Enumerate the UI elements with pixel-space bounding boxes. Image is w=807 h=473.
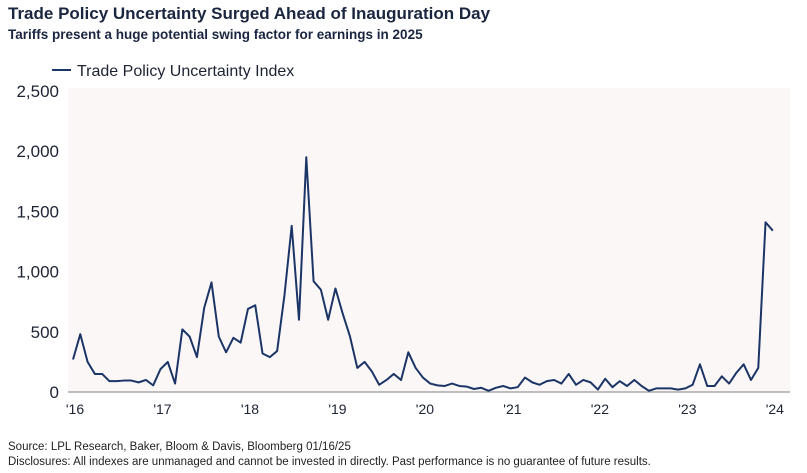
y-tick-label: 1,500	[16, 202, 59, 221]
y-tick-label: 2,500	[16, 82, 59, 101]
chart-subtitle: Tariffs present a huge potential swing f…	[8, 27, 423, 42]
chart-title: Trade Policy Uncertainty Surged Ahead of…	[8, 4, 491, 23]
x-tick-label: '18	[241, 401, 259, 417]
x-tick-label: '24	[766, 401, 784, 417]
x-tick-label: '21	[503, 401, 521, 417]
y-tick-label: 1,000	[16, 263, 59, 282]
x-tick-label: '22	[591, 401, 609, 417]
y-tick-label: 0	[50, 383, 59, 402]
y-tick-label: 500	[31, 323, 59, 342]
source-note: Source: LPL Research, Baker, Bloom & Dav…	[8, 441, 351, 453]
x-tick-label: '20	[416, 401, 434, 417]
x-tick-label: '23	[678, 401, 696, 417]
plot-area	[68, 88, 790, 392]
legend-label: Trade Policy Uncertainty Index	[77, 63, 294, 80]
x-tick-label: '17	[153, 401, 171, 417]
y-tick-label: 2,000	[16, 142, 59, 161]
x-tick-label: '16	[66, 401, 84, 417]
x-tick-label: '19	[328, 401, 346, 417]
disclosure-note: Disclosures: All indexes are unmanaged a…	[8, 456, 651, 468]
